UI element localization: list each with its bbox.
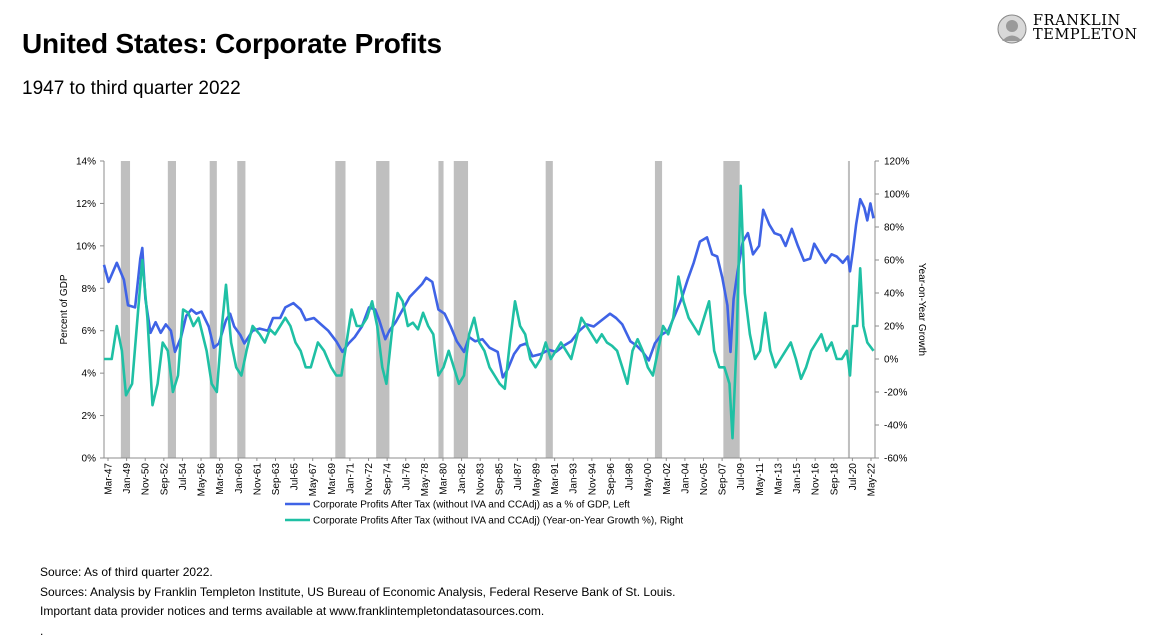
y-right-tick-label: 60% [884, 256, 904, 267]
x-tick-label: Nov-94 [587, 463, 598, 496]
y-left-axis-title: Percent of GDP [59, 274, 70, 344]
x-tick-label: Mar-47 [104, 463, 115, 495]
x-tick-label: Jan-49 [122, 463, 133, 494]
x-tick-label: Sep-96 [606, 463, 617, 496]
recession-band [120, 161, 131, 458]
recession-band [438, 161, 444, 458]
y-right-tick-label: -40% [884, 421, 907, 432]
y-left-tick-label: 2% [82, 411, 97, 422]
x-tick-label: Sep-52 [159, 463, 170, 496]
y-left-tick-label: 6% [82, 326, 97, 337]
page-subtitle: 1947 to third quarter 2022 [22, 78, 241, 99]
footer-dot: . [40, 624, 44, 638]
recession-band [376, 161, 390, 458]
recession-band [209, 161, 217, 458]
x-tick-label: May-78 [420, 463, 431, 497]
recession-band [453, 161, 469, 458]
x-tick-label: Jul-65 [290, 463, 301, 491]
y-left-tick-label: 4% [82, 369, 97, 380]
series-line-yoy-growth [104, 184, 875, 440]
x-tick-label: May-11 [755, 463, 766, 496]
legend-entry: Corporate Profits After Tax (without IVA… [313, 500, 630, 511]
brand-name: FRANKLIN TEMPLETON [1033, 13, 1138, 43]
x-tick-label: Jan-82 [457, 463, 468, 494]
brand-line2: TEMPLETON [1033, 27, 1138, 43]
x-tick-label: Jul-87 [513, 463, 524, 491]
x-tick-label: Jul-98 [625, 463, 636, 491]
x-tick-label: Sep-63 [271, 463, 282, 496]
x-tick-label: Jan-04 [680, 463, 691, 494]
y-left-tick-label: 12% [76, 199, 96, 210]
x-tick-label: Mar-91 [550, 463, 561, 495]
x-tick-label: Jan-93 [569, 463, 580, 494]
series-line-pct-gdp [102, 197, 875, 379]
x-tick-label: Nov-61 [252, 463, 263, 496]
page-title: United States: Corporate Profits [22, 28, 442, 59]
footer-sources: Sources: Analysis by Franklin Templeton … [40, 585, 676, 599]
y-right-tick-label: 20% [884, 322, 904, 333]
y-right-tick-label: -20% [884, 388, 907, 399]
x-tick-label: Mar-13 [773, 463, 784, 495]
recession-band [167, 161, 176, 458]
x-tick-label: May-89 [532, 463, 543, 497]
recession-band [654, 161, 663, 458]
x-tick-label: Jul-54 [178, 463, 189, 491]
brand-line1: FRANKLIN [1033, 13, 1121, 29]
x-tick-label: Mar-80 [438, 463, 449, 495]
y-right-tick-label: 0% [884, 355, 899, 366]
x-tick-label: Jul-20 [848, 463, 859, 491]
x-tick-label: Nov-05 [699, 463, 710, 496]
recession-band [545, 161, 553, 458]
y-left-tick-label: 8% [82, 284, 97, 295]
x-tick-label: May-56 [197, 463, 208, 497]
footer-notice: Important data provider notices and term… [40, 604, 545, 618]
y-left-tick-label: 10% [76, 241, 96, 252]
y-right-tick-label: -60% [884, 454, 907, 465]
x-tick-label: Nov-50 [141, 463, 152, 496]
x-tick-label: Sep-07 [718, 463, 729, 496]
x-tick-label: Jul-09 [736, 463, 747, 491]
x-tick-label: Sep-74 [383, 463, 394, 496]
y-right-tick-label: 80% [884, 223, 904, 234]
y-right-axis-title: Year-on-Year Growth [916, 263, 927, 356]
franklin-templeton-logo: FRANKLIN TEMPLETON [997, 14, 1137, 44]
x-tick-label: Mar-58 [215, 463, 226, 495]
x-tick-label: Jan-15 [792, 463, 803, 494]
recession-band [847, 161, 850, 458]
x-tick-label: May-67 [308, 463, 319, 497]
x-tick-label: Nov-72 [364, 463, 375, 496]
legend-entry: Corporate Profits After Tax (without IVA… [313, 516, 683, 527]
x-tick-label: May-00 [643, 463, 654, 497]
y-left-tick-label: 0% [82, 454, 97, 465]
y-right-tick-label: 40% [884, 289, 904, 300]
x-tick-label: Nov-83 [476, 463, 487, 496]
x-tick-label: Sep-18 [829, 463, 840, 496]
franklin-portrait-icon [997, 14, 1027, 44]
footer-source: Source: As of third quarter 2022. [40, 565, 213, 579]
x-tick-label: Jul-76 [401, 463, 412, 491]
recession-band [335, 161, 346, 458]
y-right-tick-label: 100% [884, 190, 910, 201]
y-left-tick-label: 14% [76, 157, 96, 168]
x-tick-label: Mar-02 [662, 463, 673, 495]
x-tick-label: Sep-85 [494, 463, 505, 496]
x-tick-label: Jan-71 [345, 463, 356, 494]
x-tick-label: Mar-69 [327, 463, 338, 495]
x-tick-label: Jan-60 [234, 463, 245, 494]
x-tick-label: May-22 [867, 463, 878, 497]
y-right-tick-label: 120% [884, 157, 910, 168]
recession-band [237, 161, 246, 458]
x-tick-label: Nov-16 [811, 463, 822, 496]
